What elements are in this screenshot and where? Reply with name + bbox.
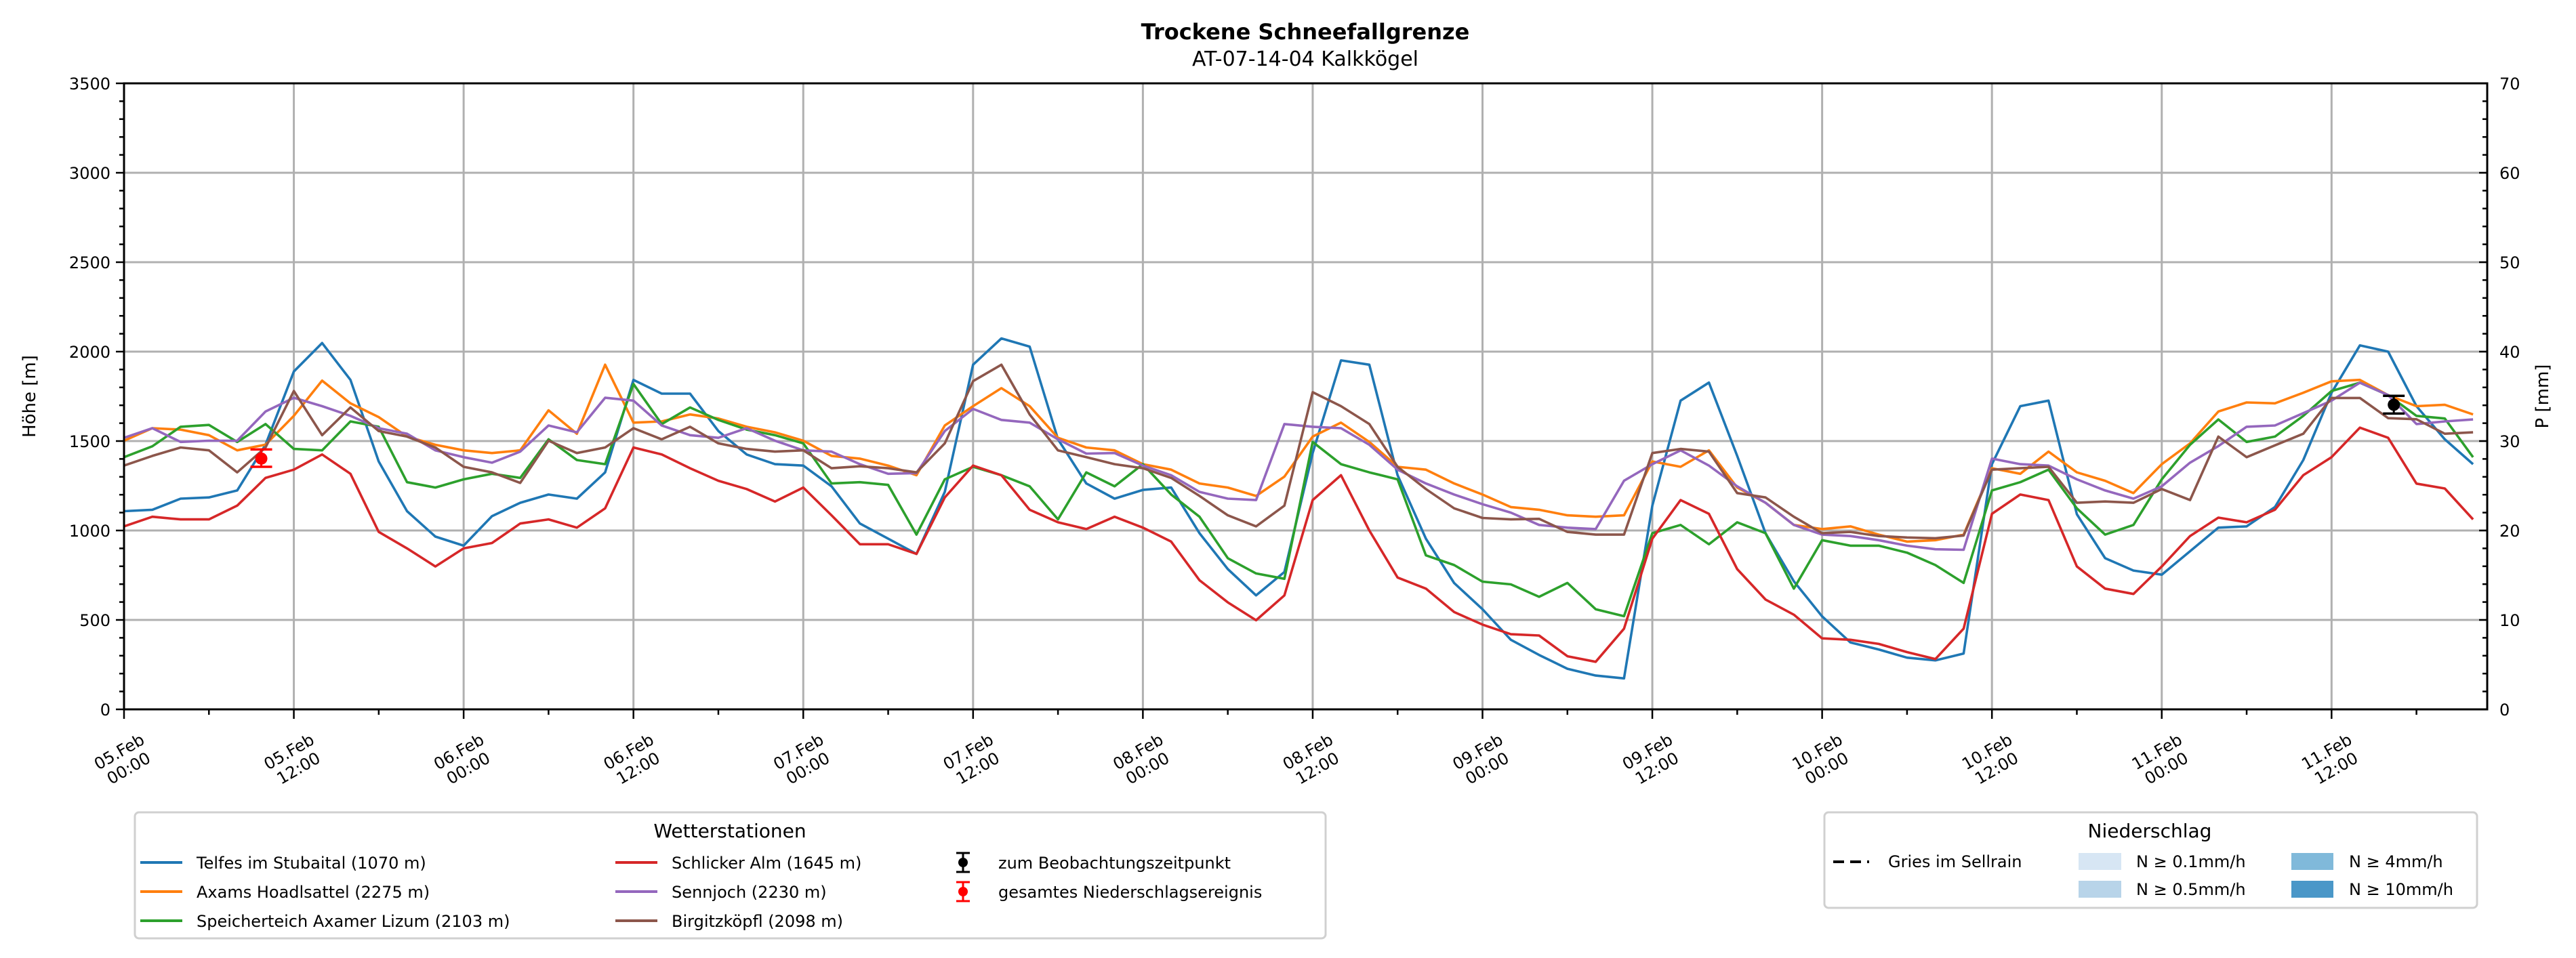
series-line-3: [123, 426, 2474, 663]
y-right-tick-label: 10: [2499, 611, 2520, 630]
legend-label-1: Axams Hoadlsattel (2275 m): [197, 883, 430, 902]
legend-marker-label-0: zum Beobachtungszeitpunkt: [998, 854, 1231, 873]
y-right-tick-label: 20: [2499, 522, 2520, 541]
precip-swatch-2: [2291, 853, 2333, 870]
y-axis-right-label: P [mm]: [2533, 365, 2553, 429]
precip-label-1: N ≥ 0.5mm/h: [2136, 880, 2246, 899]
legend-precipitation: Niederschlag Gries im Sellrain N ≥ 0.1mm…: [1823, 811, 2478, 909]
y-tick-label: 1000: [69, 522, 110, 541]
legend-marker-point-1: [958, 887, 968, 896]
y-tick-label: 2000: [69, 343, 110, 362]
precip-label-0: N ≥ 0.1mm/h: [2136, 852, 2246, 871]
precip-label-3: N ≥ 10mm/h: [2349, 880, 2453, 899]
y-right-tick-label: 30: [2499, 432, 2520, 451]
y-tick-label: 2500: [69, 253, 110, 272]
grid: [123, 82, 2487, 711]
precip-swatch-0: [2079, 853, 2121, 870]
chart-subtitle: AT-07-14-04 Kalkkögel: [1192, 47, 1418, 71]
legend-gries-label: Gries im Sellrain: [1888, 852, 2022, 871]
marker-point-0: [255, 452, 268, 465]
series-lines: [123, 337, 2474, 680]
y-tick-label: 1500: [69, 432, 110, 451]
y-tick-label: 500: [79, 611, 110, 630]
legend-label-5: Birgitzköpfl (2098 m): [672, 912, 843, 931]
legend-marker-point-0: [958, 858, 968, 867]
y-right-tick-label: 50: [2499, 253, 2520, 272]
marker-point-1: [2388, 398, 2400, 411]
legend-label-2: Speicherteich Axamer Lizum (2103 m): [197, 912, 510, 931]
legend-stations-title: Wetterstationen: [653, 820, 806, 842]
legend-stations: Wetterstationen Telfes im Stubaital (107…: [134, 811, 1327, 940]
series-line-4: [123, 381, 2474, 551]
legend-label-3: Schlicker Alm (1645 m): [672, 854, 861, 873]
plot-frame: [123, 82, 2489, 711]
series-line-1: [123, 363, 2474, 543]
axes: 0 500 1000 1500 2000 2500 3000 3500 0 10 20 30 40 50 6…: [69, 75, 2520, 789]
y-tick-label: 0: [100, 701, 110, 720]
error-markers: [250, 394, 2405, 468]
precip-swatch-3: [2291, 881, 2333, 898]
precip-swatch-1: [2079, 881, 2121, 898]
y-tick-label: 3000: [69, 164, 110, 183]
y-right-tick-label: 60: [2499, 164, 2520, 183]
series-line-5: [123, 363, 2474, 540]
y-right-tick-label: 40: [2499, 343, 2520, 362]
legend-marker-label-1: gesamtes Niederschlagsereignis: [998, 883, 1262, 902]
legend-label-0: Telfes im Stubaital (1070 m): [196, 854, 426, 873]
y-axis-label: Höhe [m]: [20, 355, 40, 438]
series-line-2: [123, 381, 2474, 618]
legend-stations-frame: [134, 811, 1327, 940]
precip-label-2: N ≥ 4mm/h: [2349, 852, 2443, 871]
legend-precip-title: Niederschlag: [2088, 820, 2212, 842]
y-right-tick-label: 70: [2499, 75, 2520, 93]
y-tick-label: 3500: [69, 75, 110, 93]
legend-label-4: Sennjoch (2230 m): [672, 883, 827, 902]
chart-title: Trockene Schneefallgrenze: [1141, 19, 1470, 45]
y-right-tick-label: 0: [2499, 701, 2510, 720]
